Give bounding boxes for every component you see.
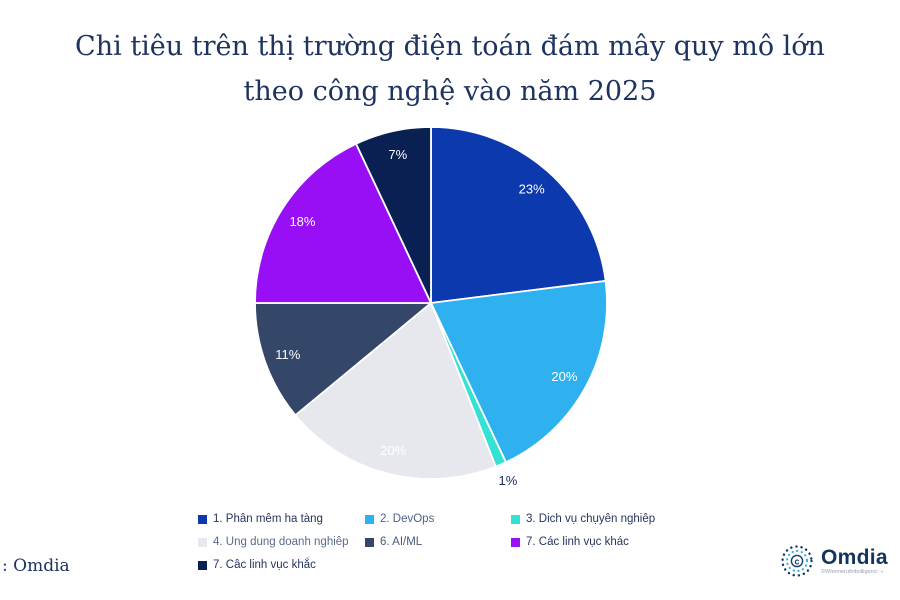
legend-marker (198, 514, 207, 524)
pie-chart: 23% 20% 1% 20% 11% 18% 7% (254, 126, 608, 488)
legend-item: 7. Các linh vục khác (511, 536, 629, 548)
legend-marker (511, 514, 520, 524)
legend-item-label: 7. Câc linh vục khắc (213, 559, 316, 571)
omdia-logo: c Omdia ©Whomeruthibolliganci→ (778, 542, 888, 580)
pie-slice (294, 302, 497, 480)
legend-item-label: 3. Dich vụ chụyên nghiêp (526, 513, 656, 525)
pie-slice (254, 302, 432, 417)
chart-title-line-2: theo công nghệ vào năm 2025 (243, 76, 657, 107)
legend-item-label: 2. DevOps (380, 513, 435, 525)
legend-marker (365, 537, 374, 547)
svg-text:c: c (794, 557, 799, 567)
legend-marker (198, 560, 207, 570)
pie-slice (430, 126, 607, 304)
legend-item: 1. Phân mêm ha tàng (198, 513, 323, 525)
omdia-logo-text: Omdia (821, 545, 888, 569)
pie-slice (430, 280, 608, 464)
pie-slice-label: 18% (289, 214, 315, 229)
legend-item-label: 7. Các linh vục khác (526, 536, 629, 548)
legend-marker (198, 537, 207, 547)
legend-item: 6. AI/ML (365, 536, 422, 548)
pie-slice-label: 20% (380, 443, 406, 458)
pie-slice-label: 23% (519, 181, 545, 196)
legend-item-label: 4. Ung dung doanh nghiêp (213, 536, 349, 548)
omdia-logo-icon: c (781, 545, 813, 577)
legend-item: 2. DevOps (365, 513, 434, 525)
omdia-logo-tagline: ©Whomeruthibolliganci→ (821, 567, 885, 575)
green-arrow-icon: → (877, 567, 885, 575)
legend-item: 7. Câc linh vục khắc (198, 559, 316, 571)
pie-slice (254, 142, 432, 304)
chart-title: Chi tiêu trên thị trường điện toán đám m… (0, 24, 900, 114)
legend-item-label: 1. Phân mêm ha tàng (213, 513, 323, 525)
legend-item: 4. Ung dung doanh nghiêp (198, 536, 349, 548)
source-text: : Omdia (2, 556, 70, 576)
pie-slice-label: 20% (551, 369, 577, 384)
legend-marker (511, 537, 520, 547)
pie-slice-label: 7% (388, 147, 407, 162)
pie-slice (355, 126, 432, 304)
legend-marker (365, 514, 374, 524)
pie-slice-label: 11% (275, 347, 300, 362)
legend-item: 3. Dich vụ chụyên nghiêp (511, 513, 655, 525)
pie-slice-label: 1% (498, 473, 517, 488)
chart-title-line-1: Chi tiêu trên thị trường điện toán đám m… (75, 31, 825, 62)
legend-item-label: 6. AI/ML (380, 536, 423, 548)
